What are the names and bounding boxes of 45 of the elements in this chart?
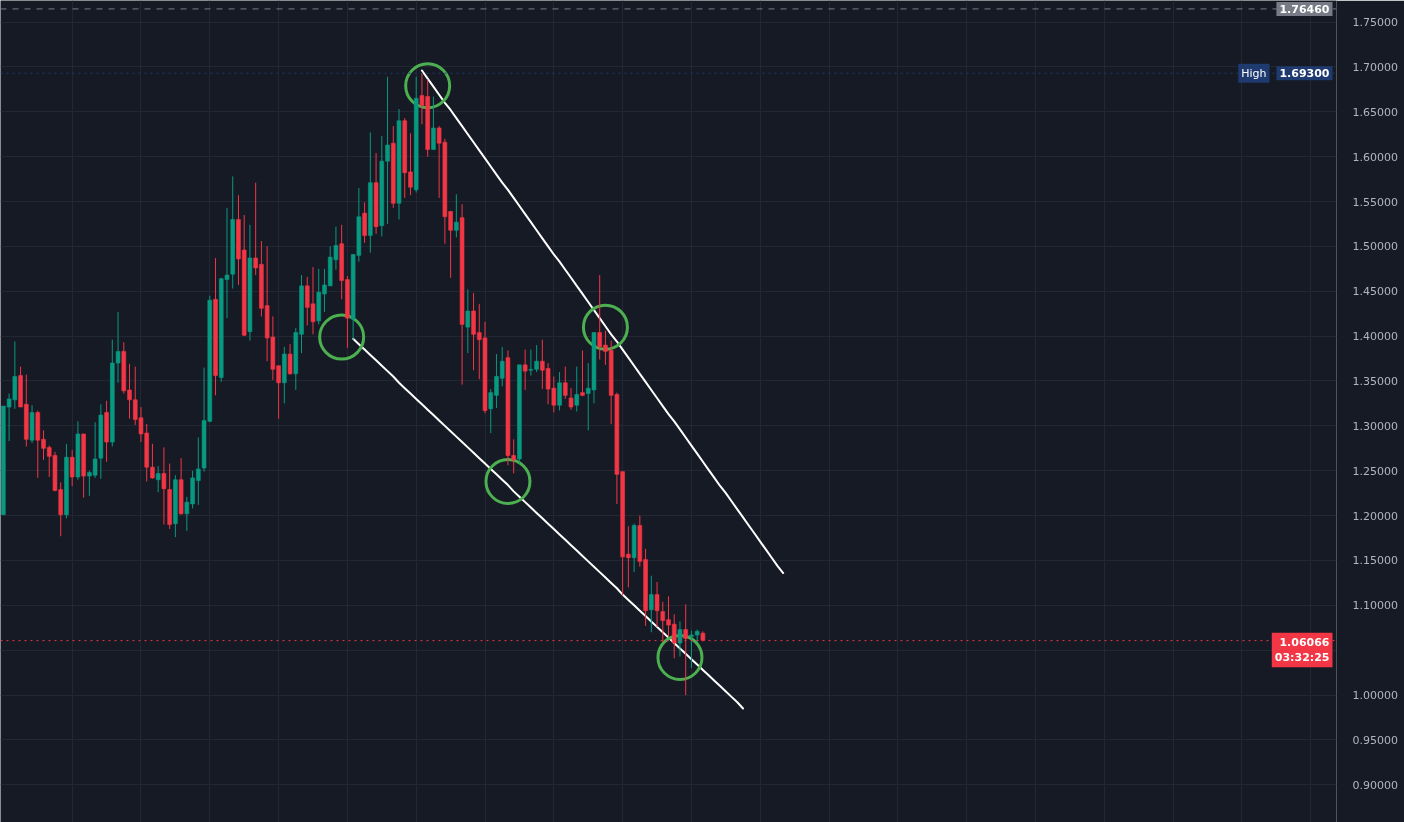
candlestick — [563, 366, 568, 400]
annotation: 1.06066 — [1279, 635, 1330, 649]
y-tick-label: 1.65000 — [1352, 105, 1398, 119]
y-tick-label: 1.45000 — [1352, 285, 1398, 299]
y-tick-label: 1.00000 — [1352, 689, 1398, 703]
candlestick — [287, 343, 293, 376]
y-tick-label: 1.25000 — [1352, 464, 1398, 478]
point — [656, 633, 704, 681]
y-tick-label: 1.10000 — [1352, 599, 1398, 613]
ref-line-label: High — [1241, 66, 1267, 80]
point — [318, 313, 366, 361]
annotation: 1.69300 — [1279, 67, 1330, 81]
annotation: 1.76460 — [1279, 2, 1330, 16]
candlestick — [69, 449, 75, 487]
y-tick-label: 1.60000 — [1352, 150, 1398, 164]
line-series — [420, 69, 785, 575]
candlestick — [649, 575, 654, 633]
annotation: 03:32:25 — [1274, 651, 1330, 665]
y-tick-label: 1.75000 — [1352, 16, 1398, 30]
candlestick — [557, 371, 562, 412]
point — [581, 303, 629, 351]
candlestick — [155, 465, 161, 493]
line-series — [352, 337, 745, 710]
candlestick — [654, 581, 660, 628]
y-tick-label: 1.70000 — [1352, 60, 1398, 74]
candlestick — [454, 193, 459, 238]
y-tick-label: 1.50000 — [1352, 240, 1398, 254]
y-tick-label: 1.15000 — [1352, 554, 1398, 568]
candlestick — [522, 349, 528, 391]
candlestick — [568, 387, 574, 411]
candlestick — [465, 288, 471, 354]
y-tick-label: 0.95000 — [1352, 733, 1398, 747]
candlestick — [574, 366, 580, 412]
candlestick — [580, 349, 585, 397]
point — [484, 458, 532, 505]
y-tick-label: 1.55000 — [1352, 195, 1398, 209]
candlestick — [431, 96, 436, 150]
y-tick-label: 1.20000 — [1352, 509, 1398, 523]
y-tick-label: 1.40000 — [1352, 330, 1398, 344]
candlestick — [677, 620, 683, 657]
candlestick — [362, 201, 367, 244]
y-tick-label: 0.90000 — [1352, 778, 1398, 792]
candlestick — [161, 446, 167, 526]
y-tick-label: 1.30000 — [1352, 419, 1398, 433]
y-tick-label: 1.35000 — [1352, 374, 1398, 388]
